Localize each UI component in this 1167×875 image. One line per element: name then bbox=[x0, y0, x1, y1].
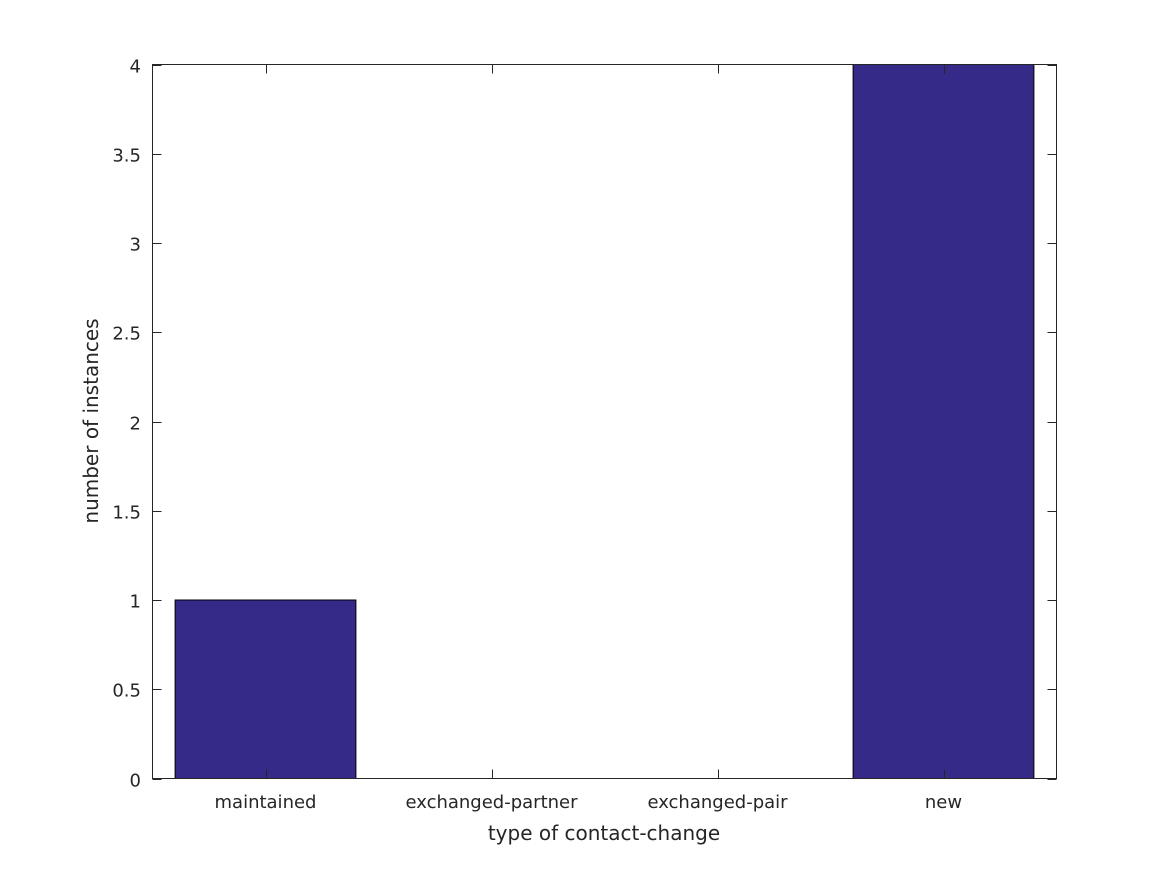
x-tick-label: exchanged-pair bbox=[647, 792, 788, 813]
y-tick-label: 1 bbox=[130, 592, 141, 613]
bar-maintained bbox=[174, 599, 357, 779]
x-axis-label: type of contact-change bbox=[488, 821, 720, 845]
y-tick-label: 2.5 bbox=[112, 324, 141, 345]
y-tick-label: 0 bbox=[130, 771, 141, 792]
bar-new bbox=[852, 64, 1035, 779]
x-tick-label: new bbox=[925, 792, 962, 813]
x-tick-label: maintained bbox=[215, 792, 317, 813]
y-tick-label: 4 bbox=[130, 57, 141, 78]
x-tick-label: exchanged-partner bbox=[405, 792, 578, 813]
y-tick-label: 3.5 bbox=[112, 146, 141, 167]
y-tick-label: 3 bbox=[130, 235, 141, 256]
y-tick-label: 2 bbox=[130, 414, 141, 435]
y-tick-label: 1.5 bbox=[112, 503, 141, 524]
y-tick-label: 0.5 bbox=[112, 681, 141, 702]
axes-box bbox=[152, 64, 1057, 779]
y-axis-label: number of instances bbox=[79, 318, 103, 523]
